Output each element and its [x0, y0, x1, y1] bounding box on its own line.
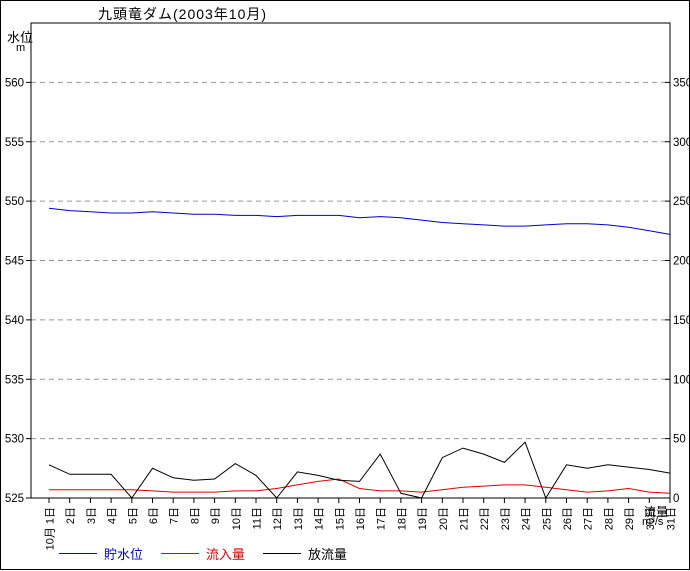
x-axis-tick-label: 10月 1日: [45, 507, 57, 550]
left-axis-tick-label: 530: [5, 434, 24, 446]
x-axis-tick-label: 21日: [459, 507, 471, 530]
left-axis-tick-label: 545: [5, 256, 24, 268]
x-axis-tick-label: 30日: [645, 507, 657, 530]
x-axis-tick-label: 10日: [231, 507, 243, 530]
x-axis-tick-label: 20日: [438, 507, 450, 530]
left-axis-tick-label: 560: [5, 77, 24, 89]
legend-item-inflow: 流入量: [161, 544, 245, 563]
right-axis-tick-label: 150: [673, 315, 690, 327]
right-axis-tick-label: 250: [673, 196, 690, 208]
x-axis-tick-label: 31日: [666, 507, 678, 530]
x-axis-tick-label: 13日: [293, 507, 305, 530]
chart-title: 九頭竜ダム(2003年10月): [98, 6, 268, 22]
left-axis-tick-label: 540: [5, 315, 24, 327]
right-axis-tick-label: 300: [673, 137, 690, 149]
legend-item-outflow: 放流量: [263, 544, 347, 563]
x-axis-tick-label: 16日: [355, 507, 367, 530]
x-axis-tick-label: 15日: [334, 507, 346, 530]
x-axis-tick-label: 18日: [396, 507, 408, 530]
legend-item-storage-level: 貯水位: [59, 544, 143, 563]
inflow-line-swatch: [161, 553, 200, 554]
x-axis-tick-label: 4日: [107, 507, 119, 524]
right-axis-unit: m³/s: [642, 516, 664, 528]
left-axis-label: 水位: [7, 30, 34, 45]
x-axis-tick-label: 26日: [562, 507, 574, 530]
x-axis-tick-label: 2日: [65, 507, 77, 524]
x-axis-tick-label: 22日: [479, 507, 491, 530]
left-axis-unit: m: [16, 42, 26, 54]
x-axis-tick-label: 17日: [376, 507, 388, 530]
x-axis-tick-label: 8日: [189, 507, 201, 524]
x-axis-tick-label: 6日: [148, 507, 160, 524]
x-axis-tick-label: 12日: [272, 507, 284, 530]
storage-level-line-swatch: [59, 553, 97, 554]
right-axis-tick-label: 100: [673, 374, 690, 386]
x-axis-tick-label: 28日: [603, 507, 615, 530]
chart-legend: 貯水位 流入量 放流量: [59, 544, 347, 563]
legend-label-outflow: 放流量: [308, 547, 348, 562]
x-axis-tick-label: 25日: [541, 507, 553, 530]
legend-label-storage-level: 貯水位: [104, 547, 144, 562]
right-axis-tick-label: 350: [673, 77, 690, 89]
x-axis-tick-label: 11日: [252, 507, 264, 529]
x-axis-tick-label: 27日: [583, 507, 595, 530]
x-axis-tick-label: 3日: [86, 507, 98, 524]
x-axis-tick-label: 24日: [521, 507, 533, 530]
right-axis-tick-label: 200: [673, 256, 690, 268]
x-axis-tick-label: 14日: [314, 507, 326, 530]
left-axis-tick-label: 525: [5, 493, 24, 505]
right-axis-label: 流量: [644, 505, 669, 519]
legend-label-inflow: 流入量: [206, 547, 246, 562]
x-axis-tick-label: 19日: [417, 507, 429, 530]
right-axis-tick-label: 0: [673, 493, 679, 505]
right-axis-tick-label: 50: [673, 434, 686, 446]
series-line-貯水位: [48, 207, 671, 235]
left-axis-tick-label: 555: [5, 137, 24, 149]
left-axis-tick-label: 550: [5, 196, 24, 208]
x-axis-tick-label: 29日: [624, 507, 636, 530]
outflow-line-swatch: [263, 553, 302, 554]
series-line-流入量: [49, 478, 671, 494]
series-line-放流量: [48, 441, 671, 500]
x-axis-tick-label: 7日: [169, 507, 181, 524]
left-axis-tick-label: 535: [5, 374, 24, 386]
x-axis-tick-label: 9日: [210, 507, 222, 524]
x-axis-tick-label: 23日: [500, 507, 512, 530]
x-axis-tick-label: 5日: [127, 507, 139, 524]
